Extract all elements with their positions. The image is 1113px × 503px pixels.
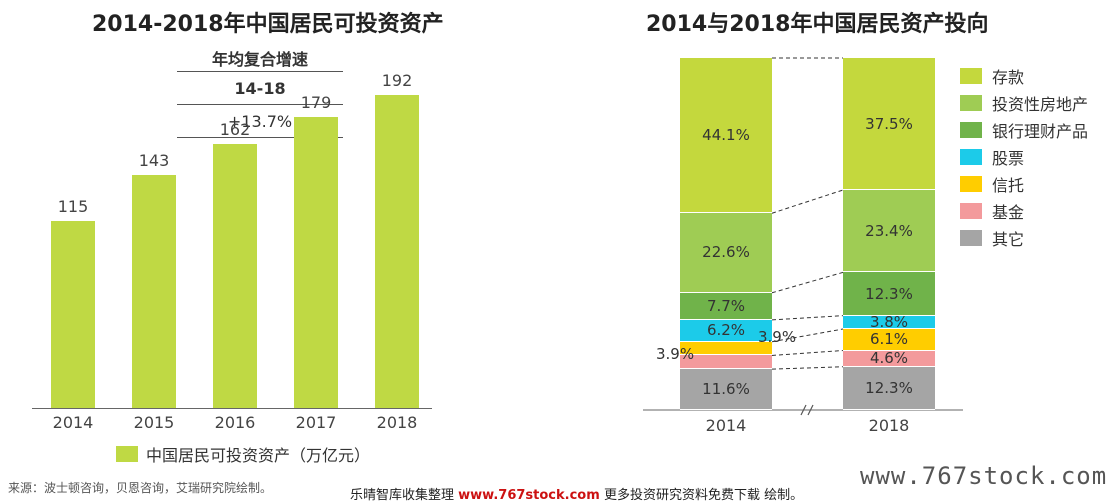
cagr-line-top (177, 71, 343, 72)
watermark-tail-text: 绘制。 (764, 488, 804, 503)
x-tick-label-2014: 2014 (705, 416, 747, 435)
legend-label-4: 信托 (992, 176, 1025, 195)
legend-item-5: 基金 (960, 199, 1024, 223)
segment-2014-4 (680, 341, 772, 356)
segment-2014-3: 6.2% (680, 319, 772, 342)
legend-swatch-4 (960, 176, 982, 192)
legend-label-0: 存款 (992, 68, 1025, 87)
segment-2018-0: 37.5% (843, 58, 935, 190)
connector-line-5 (771, 350, 844, 356)
segment-label-2014-3: 6.2% (706, 321, 746, 340)
left-legend: 中国居民可投资资产（万亿元） (116, 442, 370, 466)
watermark-url[interactable]: www.767stock.com (458, 488, 600, 503)
segment-label-2014-0: 44.1% (702, 126, 750, 145)
connector-line-4 (771, 328, 844, 343)
segment-label-2018-6: 12.3% (865, 378, 913, 397)
legend-swatch-5 (960, 203, 982, 219)
legend-swatch-1 (960, 95, 982, 111)
bar-2017 (294, 116, 338, 408)
x-tick-label-2014: 2014 (52, 413, 94, 432)
bar-2016 (213, 144, 257, 408)
cagr-label: 年均复合增速 (211, 50, 308, 69)
segment-2018-1: 23.4% (843, 190, 935, 273)
segment-2014-1: 22.6% (680, 213, 772, 293)
segment-2018-6: 12.3% (843, 366, 935, 410)
connector-line-1 (771, 189, 844, 214)
cagr-line-bottom (177, 137, 343, 138)
bar-value-label-2015: 143 (138, 151, 170, 171)
brand-watermark: www.767stock.com (860, 462, 1108, 490)
legend-label-3: 股票 (992, 149, 1025, 168)
legend-label-2: 银行理财产品 (992, 122, 1089, 141)
x-tick-label-2018: 2018 (376, 413, 418, 432)
bar-value-label-2017: 179 (300, 92, 332, 112)
connector-line-6 (771, 366, 844, 370)
left-legend-swatch (116, 446, 138, 462)
legend-item-0: 存款 (960, 64, 1024, 88)
cagr-period: 14-18 (234, 79, 286, 98)
legend-item-1: 投资性房地产 (960, 91, 1088, 115)
legend-item-2: 银行理财产品 (960, 118, 1088, 142)
axis-break-mark (800, 404, 807, 416)
segment-label-2014-5: 3.9% (656, 345, 695, 364)
legend-label-5: 基金 (992, 203, 1025, 222)
segment-label-2018-2: 12.3% (865, 284, 913, 303)
source-note: 来源：波士顿咨询，贝恩咨询，艾瑞研究院绘制。 (8, 481, 273, 495)
segment-label-2018-1: 23.4% (865, 221, 913, 240)
bar-value-label-2014: 115 (57, 196, 89, 216)
legend-item-3: 股票 (960, 145, 1024, 169)
segment-2018-3: 3.8% (843, 312, 935, 331)
segment-2014-5 (680, 355, 772, 370)
segment-2018-4: 6.1% (843, 329, 935, 351)
bar-value-label-2018: 192 (381, 71, 413, 91)
connector-line-2 (771, 271, 844, 294)
watermark-banner: 乐晴智库收集整理 www.767stock.com 更多投资研究资料免费下载 绘… (350, 484, 803, 503)
cagr-line-mid (177, 104, 343, 105)
axis-break-mark (807, 404, 814, 416)
legend-label-6: 其它 (992, 230, 1025, 249)
cagr-value: +13.7% (227, 112, 293, 131)
segment-2014-6: 11.6% (680, 369, 772, 410)
segment-label-2018-4: 6.1% (869, 330, 909, 349)
legend-label-1: 投资性房地产 (992, 95, 1089, 114)
legend-swatch-2 (960, 122, 982, 138)
bar-value-label-2016: 162 (219, 120, 251, 140)
segment-label-2014-1: 22.6% (702, 243, 750, 262)
watermark-left-text: 乐晴智库收集整理 (350, 488, 455, 503)
left-x-axis (32, 408, 432, 409)
watermark-right-text: 更多投资研究资料免费下载 (603, 488, 760, 503)
segment-2014-2: 7.7% (680, 292, 772, 320)
legend-item-4: 信托 (960, 172, 1024, 196)
x-tick-label-2016: 2016 (214, 413, 256, 432)
x-tick-label-2015: 2015 (133, 413, 175, 432)
bar-2018 (375, 95, 419, 408)
connector-line-3 (771, 315, 844, 321)
legend-swatch-6 (960, 230, 982, 246)
segment-label-2018-0: 37.5% (865, 114, 913, 133)
bar-2014 (51, 220, 95, 408)
legend-swatch-3 (960, 149, 982, 165)
segment-label-2018-3: 3.8% (869, 312, 909, 331)
segment-2018-2: 12.3% (843, 272, 935, 316)
right-chart-title: 2014与2018年中国居民资产投向 (646, 12, 989, 37)
segment-label-2014-2: 7.7% (706, 296, 746, 315)
x-tick-label-2017: 2017 (295, 413, 337, 432)
legend-swatch-0 (960, 68, 982, 84)
segment-2014-0: 44.1% (680, 58, 772, 214)
segment-label-2014-6: 11.6% (702, 380, 750, 399)
segment-label-2014-4: 3.9% (758, 327, 797, 346)
x-tick-label-2018: 2018 (868, 416, 910, 435)
bar-2015 (132, 175, 176, 408)
left-legend-label: 中国居民可投资资产（万亿元） (146, 446, 371, 465)
legend-item-6: 其它 (960, 226, 1024, 250)
left-chart-title: 2014-2018年中国居民可投资资产 (92, 12, 444, 37)
segment-2018-5: 4.6% (843, 349, 935, 368)
segment-label-2018-5: 4.6% (869, 349, 909, 368)
